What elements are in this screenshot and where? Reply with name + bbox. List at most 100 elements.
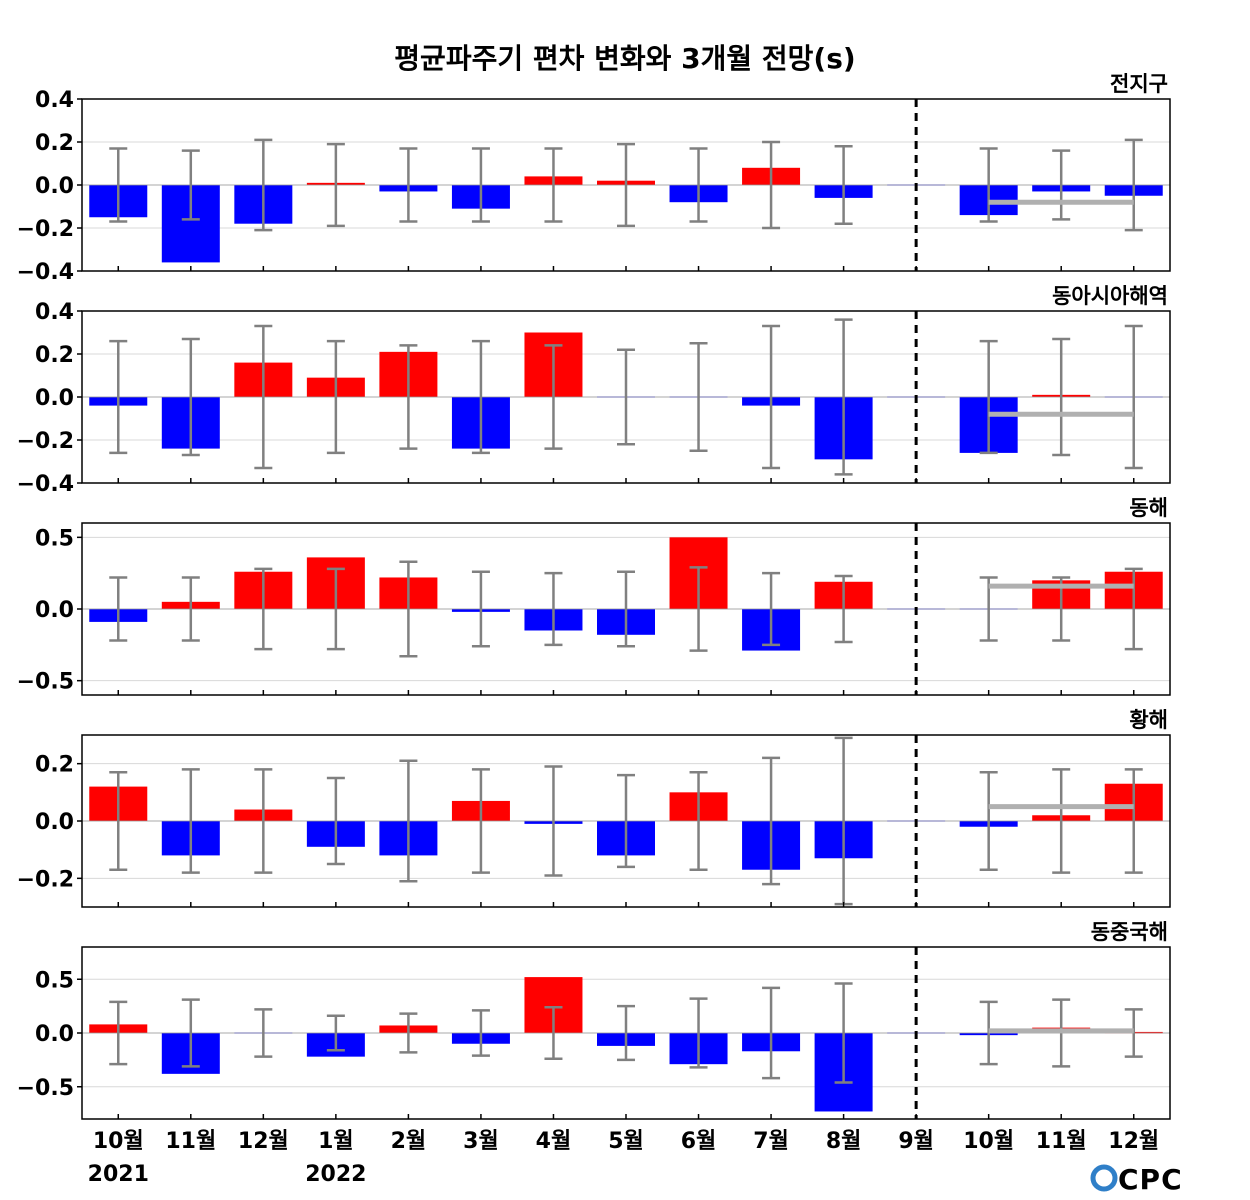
panel-label: 황해 [1129, 708, 1168, 732]
error-bar [1124, 567, 1143, 651]
error-bar [181, 149, 200, 221]
error-bar [1124, 138, 1143, 232]
error-bar [254, 768, 273, 874]
error-bar [834, 145, 853, 225]
error-bar [617, 348, 635, 446]
error-bar [1052, 768, 1071, 874]
x-tick-label: 7월 [753, 1129, 789, 1154]
y-tick-label: 0.0 [35, 1022, 74, 1047]
error-bar [471, 339, 490, 455]
error-bar [617, 570, 635, 648]
error-bar [254, 138, 273, 232]
panel-label: 동해 [1129, 496, 1168, 520]
x-tick-label: 11월 [1036, 1129, 1087, 1154]
logo-text: CPC [1118, 1163, 1183, 1196]
cpc-logo: CPC [1090, 1163, 1183, 1196]
error-bar [181, 576, 200, 642]
error-bar [544, 147, 563, 223]
error-bar [399, 560, 418, 658]
error-bar [254, 567, 273, 651]
error-bar [689, 997, 708, 1069]
panel-frame [81, 98, 1171, 272]
error-bar [109, 771, 128, 871]
error-bar [979, 147, 998, 223]
x-tick-label: 10월 [963, 1129, 1014, 1154]
error-bar [544, 1005, 563, 1061]
error-bar [109, 147, 128, 223]
x-tick-label: 12월 [1108, 1129, 1159, 1154]
y-tick-label: 0.5 [35, 968, 74, 993]
error-bar [979, 339, 998, 455]
y-tick-label: −0.5 [17, 670, 74, 695]
x-tick-label: 3월 [463, 1129, 499, 1154]
y-tick-label: 0.4 [35, 300, 74, 325]
y-tick-label: 0.0 [35, 598, 74, 623]
error-bar [326, 567, 345, 651]
y-tick-label: 0.2 [35, 343, 74, 368]
error-bar [399, 344, 418, 450]
logo-circle-icon [1090, 1164, 1118, 1192]
y-tick-label: 0.4 [35, 88, 74, 113]
error-bar [834, 982, 853, 1084]
panel-frame [81, 522, 1171, 696]
error-bar [762, 756, 781, 886]
panel-frame [81, 310, 1171, 484]
error-bar [326, 339, 345, 455]
error-bar [471, 570, 490, 648]
y-tick-label: −0.2 [17, 429, 74, 454]
y-tick-label: −0.4 [17, 260, 74, 285]
panel: 동해 −0.5 0.0 0.5 [17, 496, 1171, 696]
error-bar [544, 344, 563, 450]
x-tick-label: 9월 [898, 1129, 934, 1154]
error-bar [689, 771, 708, 871]
y-tick-label: 0.0 [35, 174, 74, 199]
panel: 동아시아해역 −0.4 −0.2 0.0 0.2 0.4 [17, 284, 1171, 497]
x-tick-label: 6월 [681, 1129, 717, 1154]
error-bar [181, 337, 200, 457]
y-tick-label: −0.4 [17, 472, 74, 497]
x-tick-label: 1월 [318, 1129, 354, 1154]
error-bar [1124, 768, 1143, 874]
error-bar [617, 773, 635, 869]
x-axis-labels: 10월 11월 12월 1월 2월 3월 4월 5월 6월 7월 8월 9월 10월 11월 12월 2021… [88, 1129, 1160, 1187]
panel-label: 동중국해 [1091, 920, 1168, 944]
error-bar [762, 571, 781, 647]
x-tick-label: 4월 [536, 1129, 572, 1154]
y-tick-label: 0.5 [35, 526, 74, 551]
y-tick-label: 0.2 [35, 131, 74, 156]
error-bar [254, 1008, 273, 1058]
error-bar [181, 998, 200, 1068]
error-bar [399, 759, 418, 883]
error-bar [399, 1012, 418, 1054]
x-tick-label: 8월 [826, 1129, 862, 1154]
error-bar [1124, 324, 1143, 470]
error-bar [399, 147, 418, 223]
error-bar [762, 140, 781, 230]
y-tick-label: −0.5 [17, 1076, 74, 1101]
error-bar [109, 576, 128, 642]
x-tick-label: 11월 [165, 1129, 216, 1154]
error-bar [109, 339, 128, 455]
error-bar [326, 776, 345, 866]
error-bar [254, 324, 273, 470]
panel-frame [81, 734, 1171, 908]
panel: 동중국해 −0.5 0.0 0.5 [17, 920, 1171, 1120]
error-bar [617, 1004, 635, 1062]
panels: 전지구 −0.4 −0.2 0.0 0.2 0.4 동아시아해역 −0.4 −0.2 0.0 0.2… [17, 72, 1171, 1120]
error-bar [471, 768, 490, 874]
error-bar [689, 342, 708, 452]
error-bar [979, 771, 998, 871]
panel-label: 전지구 [1110, 72, 1168, 96]
error-bar [471, 147, 490, 223]
year-label: 2022 [305, 1162, 366, 1187]
y-tick-label: 0.0 [35, 810, 74, 835]
error-bar [689, 147, 708, 223]
error-bar [834, 318, 853, 476]
panel: 전지구 −0.4 −0.2 0.0 0.2 0.4 [17, 72, 1171, 285]
y-tick-label: 0.2 [35, 753, 74, 778]
error-bar [834, 574, 853, 644]
x-tick-label: 2월 [391, 1129, 427, 1154]
error-bar [1052, 149, 1071, 221]
error-bar [617, 142, 635, 228]
